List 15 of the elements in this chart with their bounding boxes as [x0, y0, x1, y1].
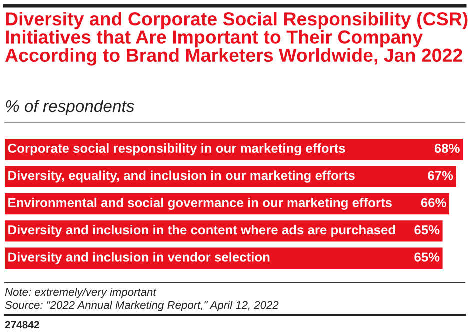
data-label: 65% — [414, 252, 440, 262]
y-tick-label: Diversity and inclusion in vendor selection — [8, 252, 270, 264]
y-tick-label: Diversity and inclusion in the content where ads are purchased — [8, 225, 396, 238]
data-label: 65% — [414, 226, 440, 235]
chart-title: Diversity and Corporate Social Responsibility (CSR) Initiatives that Are Important to Their Company According to Brand Marketers Worldwide, Jan 2022 — [5, 12, 468, 66]
y-tick-label: Environmental and social govermance in our marketing efforts — [8, 198, 392, 210]
chart-subtitle: % of respondents — [6, 100, 134, 116]
y-tick-label: Diversity, equality, and inclusion in our marketing efforts — [8, 170, 355, 183]
text: 274842 — [5, 321, 40, 329]
text: Note: extremely/very important — [5, 288, 157, 298]
data-label: 67% — [428, 171, 454, 180]
data-label: 68% — [434, 144, 460, 154]
y-tick-label: Corporate social responsibility in our marketing efforts — [8, 144, 346, 156]
data-label: 66% — [421, 198, 446, 208]
source-note: Source: "2022 Annual Marketing Report," April 12, 2022 — [5, 301, 279, 312]
